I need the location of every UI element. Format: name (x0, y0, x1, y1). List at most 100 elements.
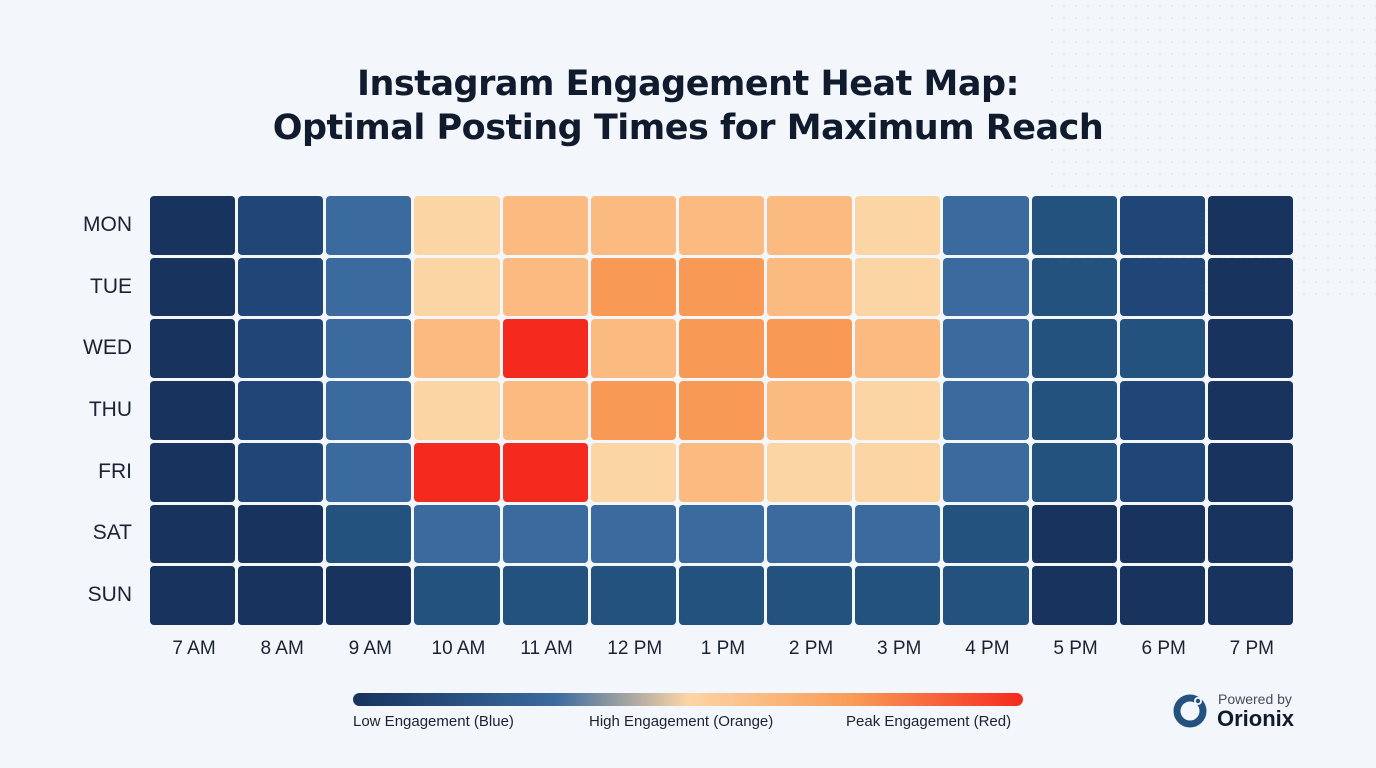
heatmap-cell-fri-7 (767, 442, 853, 502)
y-tick-label: MON (83, 212, 132, 236)
heatmap-cell-tue-6 (678, 257, 765, 317)
heatmap-cell-mon-8 (855, 196, 941, 255)
heatmap-cell-fri-1 (238, 442, 324, 502)
heatmap-cell-wed-1 (238, 319, 324, 379)
heatmap-cell-sat-12 (1207, 504, 1293, 564)
y-tick-label: TUE (90, 274, 132, 298)
brand-name: Orionix (1217, 706, 1295, 731)
y-tick-label: SUN (87, 583, 132, 607)
heatmap-cell-wed-4 (502, 319, 588, 379)
heatmap-cell-tue-4 (502, 257, 588, 317)
x-tick-label: 12 PM (607, 638, 663, 659)
heatmap-cell-sat-10 (1031, 504, 1117, 564)
heatmap-cell-wed-6 (678, 319, 765, 379)
heatmap-cell-mon-11 (1119, 196, 1205, 255)
heatmap-cell-sun-8 (855, 566, 941, 625)
heatmap-cell-tue-8 (855, 257, 941, 317)
x-tick-label: 10 AM (431, 638, 486, 659)
heatmap-cell-sat-11 (1119, 504, 1205, 564)
heatmap-cell-tue-7 (767, 257, 853, 317)
heatmap-cell-fri-9 (943, 442, 1029, 502)
heatmap-cell-sat-4 (502, 504, 588, 564)
heatmap-cell-tue-3 (414, 257, 500, 317)
powered-by-label: Powered by (1218, 691, 1292, 707)
orionix-logo-icon (1173, 694, 1207, 728)
heatmap-cell-thu-9 (943, 381, 1029, 440)
heatmap-cell-thu-8 (855, 381, 941, 440)
heatmap-cell-tue-10 (1031, 257, 1117, 317)
heatmap-cell-sat-7 (767, 504, 853, 564)
heatmap-cell-thu-12 (1207, 381, 1293, 440)
heatmap-cell-tue-11 (1119, 257, 1205, 317)
heatmap-cell-wed-8 (855, 319, 941, 379)
heatmap-cell-thu-7 (767, 381, 853, 440)
heatmap-cell-fri-10 (1031, 442, 1117, 502)
heatmap-cell-wed-3 (414, 319, 500, 379)
heatmap-cell-mon-12 (1207, 196, 1293, 255)
heatmap-cell-sat-5 (590, 504, 676, 564)
heatmap-cell-thu-10 (1031, 381, 1117, 440)
legend-high: High Engagement (Orange) (589, 713, 774, 730)
heatmap-cell-sun-4 (502, 566, 588, 625)
heatmap-cell-sun-1 (238, 566, 324, 625)
heatmap-cell-mon-4 (502, 196, 588, 255)
heatmap-cell-fri-0 (150, 442, 236, 502)
heatmap-cell-sun-6 (678, 566, 765, 625)
heatmap-cell-thu-0 (150, 381, 236, 440)
heatmap-cell-wed-0 (150, 319, 236, 379)
y-tick-label: SAT (92, 521, 132, 545)
heatmap-cell-thu-11 (1119, 381, 1205, 440)
heatmap-cell-fri-5 (590, 442, 676, 502)
heatmap-cell-mon-2 (326, 196, 412, 255)
heatmap-cell-wed-7 (767, 319, 853, 379)
x-tick-label: 3 PM (877, 638, 922, 659)
heatmap-cell-mon-7 (767, 196, 853, 255)
color-scale-bar (353, 693, 1023, 706)
heatmap-cell-tue-2 (326, 257, 412, 317)
heatmap-cell-mon-3 (414, 196, 500, 255)
heatmap-cell-sun-7 (767, 566, 853, 625)
heatmap-cell-fri-12 (1207, 442, 1293, 502)
heatmap-cell-sun-0 (150, 566, 236, 625)
heatmap-cell-thu-4 (502, 381, 588, 440)
heatmap-cell-thu-3 (414, 381, 500, 440)
x-tick-label: 6 PM (1141, 638, 1186, 659)
x-tick-label: 9 AM (348, 638, 392, 659)
heatmap-cell-wed-12 (1207, 319, 1293, 379)
heatmap-cell-sun-3 (414, 566, 500, 625)
y-tick-label: FRI (98, 459, 132, 483)
heatmap-cell-fri-3 (414, 442, 500, 502)
title-line-2: Optimal Posting Times for Maximum Reach (272, 108, 1104, 148)
heatmap-cell-wed-5 (590, 319, 676, 379)
y-tick-label: THU (88, 398, 132, 421)
heatmap-cell-mon-9 (943, 196, 1029, 255)
heatmap-cell-thu-6 (678, 381, 765, 440)
heatmap-cell-sun-9 (943, 566, 1029, 625)
heatmap-cell-sat-1 (238, 504, 324, 564)
legend-low: Low Engagement (Blue) (353, 713, 514, 730)
heatmap-cell-mon-10 (1031, 196, 1117, 255)
heatmap-grid (150, 196, 1296, 628)
heatmap-cell-thu-2 (326, 381, 412, 440)
x-tick-label: 2 PM (788, 638, 834, 659)
heatmap-cell-fri-11 (1119, 442, 1205, 502)
y-tick-label: WED (83, 336, 132, 360)
heatmap-cell-tue-12 (1207, 257, 1293, 317)
heatmap-cell-thu-5 (590, 381, 676, 440)
heatmap-cell-wed-11 (1119, 319, 1205, 379)
x-tick-label: 5 PM (1053, 638, 1098, 659)
title-line-1: Instagram Engagement Heat Map: (356, 64, 1020, 104)
heatmap-cell-fri-8 (855, 442, 941, 502)
x-tick-label: 8 AM (260, 638, 304, 659)
heatmap-cell-fri-2 (326, 442, 412, 502)
x-tick-label: 7 AM (172, 638, 216, 659)
heatmap-cell-sat-2 (326, 504, 412, 564)
heatmap-cell-mon-0 (150, 196, 236, 255)
heatmap-cell-sun-5 (590, 566, 676, 625)
x-tick-label: 4 PM (965, 638, 1010, 659)
heatmap-cell-sat-0 (150, 504, 236, 564)
legend-peak: Peak Engagement (Red) (846, 713, 1012, 730)
chart-title: Instagram Engagement Heat Map: Optimal P… (0, 62, 1376, 150)
heatmap-cell-tue-0 (150, 257, 236, 317)
heatmap-cell-tue-9 (943, 257, 1029, 317)
